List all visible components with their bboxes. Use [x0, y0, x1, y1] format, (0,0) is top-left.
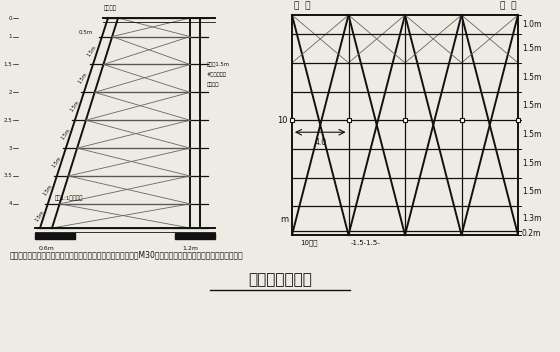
Text: 1.5m: 1.5m: [522, 44, 542, 53]
Text: 0.5m: 0.5m: [79, 31, 93, 36]
Text: 1.5m: 1.5m: [86, 44, 98, 57]
Bar: [403, 118, 407, 122]
Text: 1.0m: 1.0m: [522, 20, 542, 29]
Bar: [35, 233, 75, 239]
Text: 4.0: 4.0: [314, 138, 326, 147]
Text: 1.5m: 1.5m: [522, 73, 542, 82]
Text: 1.2m: 1.2m: [182, 246, 198, 251]
Text: 注：人工对基础桩动部分进行清理平整，清理后的回坑处，采用M30水泥砂浆填平，确保脚手架基础坚固稳定。: 注：人工对基础桩动部分进行清理平整，清理后的回坑处，采用M30水泥砂浆填平，确保…: [10, 250, 244, 259]
Text: 1.5m: 1.5m: [35, 209, 46, 222]
Bar: [516, 118, 520, 122]
Text: 1.5m: 1.5m: [69, 100, 80, 113]
Text: 10: 10: [278, 116, 288, 125]
Text: m: m: [280, 215, 288, 225]
Text: 2.5: 2.5: [3, 118, 12, 123]
Text: #柱钢管规格: #柱钢管规格: [207, 72, 227, 77]
Text: 架距净1.5m: 架距净1.5m: [207, 62, 230, 67]
Text: 马  道: 马 道: [500, 1, 516, 10]
Bar: [347, 118, 351, 122]
Text: 1: 1: [8, 34, 12, 39]
Bar: [175, 233, 215, 239]
Text: 2: 2: [8, 90, 12, 95]
Text: 安装构造: 安装构造: [207, 82, 220, 87]
Text: 1.5m: 1.5m: [43, 183, 54, 196]
Text: 防腐涂料: 防腐涂料: [104, 5, 116, 11]
Text: 1.3m: 1.3m: [522, 214, 542, 223]
Text: 1.5m: 1.5m: [522, 188, 542, 196]
Text: 1.5m: 1.5m: [78, 72, 89, 85]
Bar: [460, 118, 464, 122]
Text: 4: 4: [8, 201, 12, 206]
Text: 1.5m: 1.5m: [52, 156, 63, 169]
Text: 施工脚手架简图: 施工脚手架简图: [248, 272, 312, 287]
Text: 0.6m: 0.6m: [39, 246, 55, 251]
Bar: [290, 118, 294, 122]
Text: 0: 0: [8, 15, 12, 20]
Text: -1.5-1.5-: -1.5-1.5-: [351, 240, 380, 246]
Text: 马  道: 马 道: [294, 1, 310, 10]
Text: 1.5m: 1.5m: [522, 159, 542, 168]
Text: 1.5: 1.5: [3, 62, 12, 67]
Text: 10单排: 10单排: [300, 240, 318, 246]
Text: 1.5m: 1.5m: [522, 101, 542, 111]
Text: 1.5m: 1.5m: [60, 127, 72, 141]
Text: 0.2m: 0.2m: [522, 228, 542, 238]
Text: 3.5: 3.5: [3, 174, 12, 178]
Text: 1.5m: 1.5m: [522, 130, 542, 139]
Text: 3: 3: [8, 146, 12, 151]
Text: 坡比1:1坡面设计: 坡比1:1坡面设计: [55, 195, 83, 201]
